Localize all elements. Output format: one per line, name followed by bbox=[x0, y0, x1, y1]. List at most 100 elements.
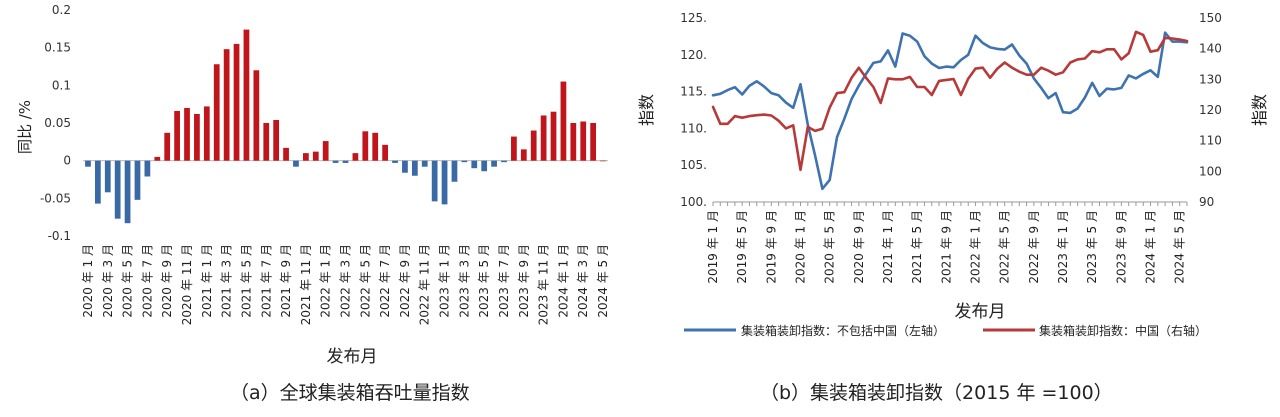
x-tick-label: 2024 年 5 月 bbox=[596, 244, 610, 318]
bar bbox=[194, 113, 200, 161]
bar bbox=[431, 160, 438, 202]
x-tick-label: 2021 年 1 月 bbox=[200, 244, 214, 318]
x-tick-label: 2020 年 9 月 bbox=[852, 210, 866, 284]
caption-a: （a）全球集装箱吞吐量指数 bbox=[230, 382, 470, 404]
x-tick-label: 2023 年 5 月 bbox=[477, 244, 491, 318]
x-tick-label: 2023 年 1 月 bbox=[438, 244, 452, 318]
y-left-tick-label: 105. bbox=[680, 158, 707, 172]
caption-b: （b）集装箱装卸指数（2015 年 =100） bbox=[760, 382, 1113, 404]
x-tick-label: 2019 年 5 月 bbox=[735, 210, 749, 284]
series-line-china bbox=[711, 30, 1189, 172]
y-tick-label: 0.1 bbox=[52, 78, 71, 92]
bar bbox=[312, 151, 319, 161]
x-tick-label: 2020 年 3 月 bbox=[101, 244, 115, 318]
x-tick-label: 2022 年 3 月 bbox=[339, 244, 353, 318]
y-tick-label: -0.1 bbox=[48, 229, 71, 243]
legend-label: 集装箱装卸指数：中国（右轴） bbox=[1039, 323, 1207, 338]
bar bbox=[322, 141, 329, 161]
y-right-tick-label: 150 bbox=[1199, 11, 1222, 25]
bar bbox=[471, 160, 478, 169]
x-tick-label: 2021 年 9 月 bbox=[939, 210, 953, 284]
bar bbox=[223, 49, 230, 161]
x-tick-label: 2024 年 1 月 bbox=[556, 244, 570, 318]
bar bbox=[114, 160, 121, 219]
bar bbox=[164, 132, 171, 161]
bar bbox=[263, 123, 270, 161]
y-left-tick-label: 110. bbox=[680, 121, 707, 135]
x-tick-label: 2022 年 11 月 bbox=[418, 244, 432, 325]
x-tick-label: 2024 年 5 月 bbox=[1173, 210, 1187, 284]
bar bbox=[392, 160, 398, 163]
bar bbox=[104, 160, 111, 193]
bar bbox=[491, 160, 497, 167]
bar bbox=[233, 43, 240, 161]
y-right-tick-label: 130 bbox=[1199, 72, 1222, 86]
y-axis-label: 同比 /% bbox=[16, 100, 34, 154]
y-tick-label: 0 bbox=[63, 154, 71, 168]
bar bbox=[421, 160, 428, 167]
bar bbox=[382, 144, 388, 161]
y-left-tick-label: 125. bbox=[680, 11, 707, 25]
bar bbox=[550, 111, 557, 161]
x-tick-label: 2024 年 1 月 bbox=[1144, 210, 1158, 284]
y-left-tick-label: 115. bbox=[680, 85, 707, 99]
x-tick-label: 2023 年 9 月 bbox=[517, 244, 531, 318]
x-tick-label: 2022 年 9 月 bbox=[398, 244, 412, 318]
x-tick-label: 2020 年 5 月 bbox=[823, 210, 837, 284]
bar bbox=[134, 160, 141, 200]
x-tick-label: 2020 年 1 月 bbox=[81, 244, 95, 318]
x-tick-label: 2019 年 9 月 bbox=[764, 210, 778, 284]
x-tick-label: 2021 年 1 月 bbox=[881, 210, 895, 284]
y-tick-label: 0.05 bbox=[44, 116, 71, 130]
bar bbox=[600, 160, 606, 162]
x-tick-label: 2023 年 5 月 bbox=[1085, 210, 1099, 284]
bar bbox=[590, 123, 597, 161]
x-tick-label: 2021 年 9 月 bbox=[279, 244, 293, 318]
bar bbox=[402, 160, 408, 173]
x-tick-label: 2023 年 9 月 bbox=[1114, 210, 1128, 284]
x-axis-label: 发布月 bbox=[327, 347, 378, 367]
x-tick-label: 2020 年 9 月 bbox=[160, 244, 174, 318]
x-tick-label: 2022 年 9 月 bbox=[1027, 210, 1041, 284]
bar bbox=[293, 160, 299, 167]
x-tick-label: 2020 年 1 月 bbox=[794, 210, 808, 284]
bar bbox=[243, 29, 250, 161]
x-axis-label: 发布月 bbox=[955, 302, 1006, 322]
bar bbox=[174, 110, 180, 161]
y-tick-label: 0.2 bbox=[52, 3, 71, 17]
x-tick-label: 2022 年 5 月 bbox=[358, 244, 372, 318]
bar bbox=[441, 160, 448, 205]
x-tick-label: 2023 年 1 月 bbox=[1056, 210, 1070, 284]
x-tick-label: 2022 年 1 月 bbox=[319, 244, 333, 318]
bar bbox=[303, 153, 309, 161]
x-tick-label: 2020 年 5 月 bbox=[121, 244, 135, 318]
y-left-axis-label: 指数 bbox=[637, 94, 656, 126]
x-tick-label: 2021 年 3 月 bbox=[220, 244, 234, 318]
y-right-tick-label: 100 bbox=[1199, 164, 1222, 178]
x-tick-label: 2023 年 7 月 bbox=[497, 244, 511, 318]
y-right-axis-label: 指数 bbox=[1250, 94, 1269, 126]
x-tick-label: 2021 年 11 月 bbox=[299, 244, 313, 325]
bar bbox=[124, 160, 131, 224]
x-tick-label: 2024 年 3 月 bbox=[576, 244, 590, 318]
bar bbox=[94, 160, 101, 204]
y-right-tick-label: 140 bbox=[1199, 42, 1222, 56]
bar bbox=[481, 160, 488, 172]
bar bbox=[570, 123, 577, 161]
bar bbox=[372, 132, 379, 161]
bar bbox=[362, 131, 369, 161]
bar bbox=[184, 107, 190, 161]
legend-label: 集装箱装卸指数：不包括中国（左轴） bbox=[741, 323, 945, 338]
bar bbox=[501, 160, 507, 163]
x-tick-label: 2022 年 1 月 bbox=[969, 210, 983, 284]
bar bbox=[85, 160, 91, 167]
bar bbox=[461, 160, 468, 163]
bar bbox=[560, 81, 567, 161]
bar bbox=[213, 64, 220, 161]
bar bbox=[411, 160, 418, 176]
x-tick-label: 2021 年 5 月 bbox=[239, 244, 253, 318]
bar bbox=[540, 115, 547, 161]
bar bbox=[451, 160, 458, 182]
y-right-tick-label: 120 bbox=[1199, 103, 1222, 117]
